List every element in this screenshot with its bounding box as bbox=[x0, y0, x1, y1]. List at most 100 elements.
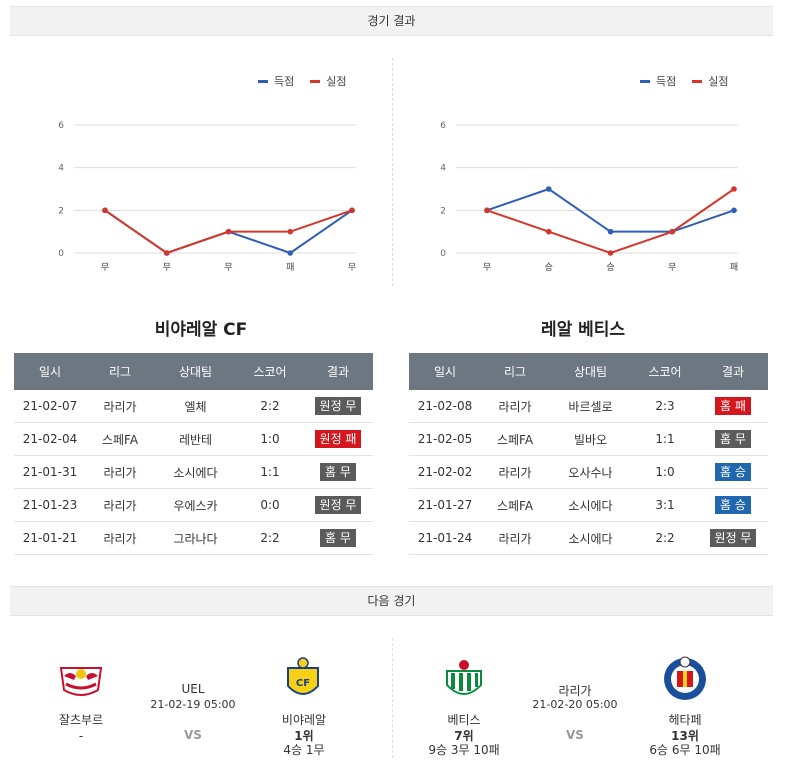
result-badge: 홈 무 bbox=[320, 529, 356, 547]
col-opponent: 상대팀 bbox=[549, 353, 632, 390]
y-tick-label: 2 bbox=[440, 206, 446, 216]
next1-competition: UEL bbox=[181, 682, 205, 696]
y-tick-label: 6 bbox=[58, 121, 64, 131]
col-league: 리그 bbox=[86, 353, 154, 390]
results-table-right: 일시 리그 상대팀 스코어 결과 21-02-08 라리가 바르셀로 2:3 홈 패 21… bbox=[409, 353, 768, 555]
chart-legend-left: 득점 실점 bbox=[258, 73, 347, 89]
data-point-conceded bbox=[545, 228, 552, 235]
legend-conceded: 실점 bbox=[310, 73, 347, 89]
col-score: 스코어 bbox=[237, 353, 303, 390]
data-point-conceded bbox=[669, 228, 676, 235]
villarreal-logo-icon: CF bbox=[287, 657, 319, 695]
table-row: 21-02-02 라리가 오사수나 1:0 홈 승 bbox=[409, 455, 768, 489]
data-point-scored bbox=[287, 250, 294, 256]
result-badge: 홈 무 bbox=[320, 463, 356, 481]
next2-datetime: 21-02-20 05:00 bbox=[532, 698, 618, 711]
next1-away-name: 비야레알 bbox=[281, 713, 327, 727]
data-point-scored bbox=[545, 186, 552, 192]
cell-result: 원정 무 bbox=[303, 488, 373, 522]
cell-opponent: 소시에다 bbox=[549, 521, 632, 555]
legend-conceded: 실점 bbox=[692, 73, 729, 89]
table-row: 21-01-31 라리가 소시에다 1:1 홈 무 bbox=[14, 455, 373, 489]
table-row: 21-01-24 라리가 소시에다 2:2 원정 무 bbox=[409, 521, 768, 555]
next1-datetime: 21-02-19 05:00 bbox=[150, 698, 236, 711]
x-tick-label: 승 bbox=[606, 262, 614, 273]
x-tick-label: 패 bbox=[730, 262, 738, 273]
x-tick-label: 무 bbox=[668, 262, 676, 273]
y-tick-label: 6 bbox=[440, 121, 446, 131]
result-badge: 원정 무 bbox=[314, 496, 362, 514]
cell-opponent: 바르셀로 bbox=[549, 390, 632, 423]
cell-opponent: 오사수나 bbox=[549, 455, 632, 489]
cell-date: 21-01-27 bbox=[409, 488, 481, 522]
result-badge: 홈 승 bbox=[715, 496, 751, 514]
data-point-conceded bbox=[225, 228, 232, 235]
cell-result: 홈 무 bbox=[303, 521, 373, 555]
cell-league: 라리가 bbox=[481, 390, 549, 423]
team-title-right: 레알 베티스 bbox=[540, 320, 626, 340]
x-tick-label: 무 bbox=[163, 262, 171, 273]
next1-vs: VS bbox=[184, 728, 202, 742]
next2-vs: VS bbox=[566, 728, 584, 742]
next1-away-rank: 1위 bbox=[294, 729, 314, 743]
salzburg-logo-icon bbox=[59, 667, 103, 696]
next2-home-name: 베티스 bbox=[447, 713, 481, 727]
result-badge: 원정 무 bbox=[314, 397, 362, 415]
col-league: 리그 bbox=[481, 353, 549, 390]
data-point-scored bbox=[607, 228, 614, 235]
legend-scored-swatch bbox=[640, 79, 650, 83]
cell-opponent: 빌바오 bbox=[549, 422, 632, 456]
cell-score: 1:1 bbox=[237, 455, 303, 489]
result-badge: 홈 무 bbox=[715, 430, 751, 448]
next2-away-name: 헤타페 bbox=[668, 713, 702, 727]
x-tick-label: 무 bbox=[348, 262, 356, 273]
legend-scored: 득점 bbox=[258, 73, 294, 89]
legend-scored-swatch bbox=[258, 79, 268, 83]
x-tick-label: 승 bbox=[545, 262, 553, 273]
cell-score: 2:2 bbox=[632, 521, 698, 555]
cell-date: 21-02-08 bbox=[409, 390, 481, 423]
data-point-conceded bbox=[349, 207, 355, 214]
cell-league: 라리가 bbox=[86, 521, 154, 555]
table-row: 21-02-08 라리가 바르셀로 2:3 홈 패 bbox=[409, 390, 768, 423]
y-tick-label: 0 bbox=[440, 249, 446, 259]
cell-date: 21-02-04 bbox=[14, 422, 86, 456]
cell-opponent: 소시에다 bbox=[549, 488, 632, 522]
line-chart-villarreal: 0 2 4 6 무 무 무 패 무 bbox=[58, 121, 356, 273]
table-row: 21-01-27 스페FA 소시에다 3:1 홈 승 bbox=[409, 488, 768, 522]
legend-conceded-swatch bbox=[310, 79, 321, 83]
table-row: 21-02-04 스페FA 레반테 1:0 원정 패 bbox=[14, 422, 373, 456]
cell-result: 원정 무 bbox=[303, 390, 373, 423]
cell-opponent: 엘체 bbox=[154, 390, 237, 423]
cell-score: 0:0 bbox=[237, 488, 303, 522]
cell-league: 스페FA bbox=[481, 488, 549, 522]
cell-score: 1:1 bbox=[632, 422, 698, 456]
cell-date: 21-02-07 bbox=[14, 390, 86, 423]
data-point-conceded bbox=[102, 207, 108, 214]
next1-home-name: 잘츠부르 bbox=[58, 713, 104, 727]
chart-legend-right: 득점 실점 bbox=[640, 73, 729, 89]
result-badge: 홈 승 bbox=[715, 463, 751, 481]
cell-score: 1:0 bbox=[237, 422, 303, 456]
cell-result: 홈 무 bbox=[303, 455, 373, 489]
cell-league: 라리가 bbox=[86, 488, 154, 522]
cell-opponent: 우에스카 bbox=[154, 488, 237, 522]
col-score: 스코어 bbox=[632, 353, 698, 390]
legend-conceded-label: 실점 bbox=[708, 75, 729, 88]
col-date: 일시 bbox=[14, 353, 86, 390]
team-title-left: 비야레알 CF bbox=[154, 320, 248, 340]
next-divider bbox=[392, 638, 393, 758]
cell-date: 21-01-31 bbox=[14, 455, 86, 489]
cell-score: 2:2 bbox=[237, 521, 303, 555]
cell-opponent: 그라나다 bbox=[154, 521, 237, 555]
cell-score: 2:3 bbox=[632, 390, 698, 423]
y-tick-label: 2 bbox=[58, 206, 64, 216]
x-tick-label: 무 bbox=[224, 262, 232, 273]
cell-result: 홈 승 bbox=[698, 488, 768, 522]
result-badge: 홈 패 bbox=[715, 397, 751, 415]
cell-date: 21-01-24 bbox=[409, 521, 481, 555]
result-badge: 원정 무 bbox=[709, 529, 757, 547]
cell-date: 21-02-02 bbox=[409, 455, 481, 489]
data-point-conceded bbox=[607, 250, 614, 256]
cell-date: 21-02-05 bbox=[409, 422, 481, 456]
